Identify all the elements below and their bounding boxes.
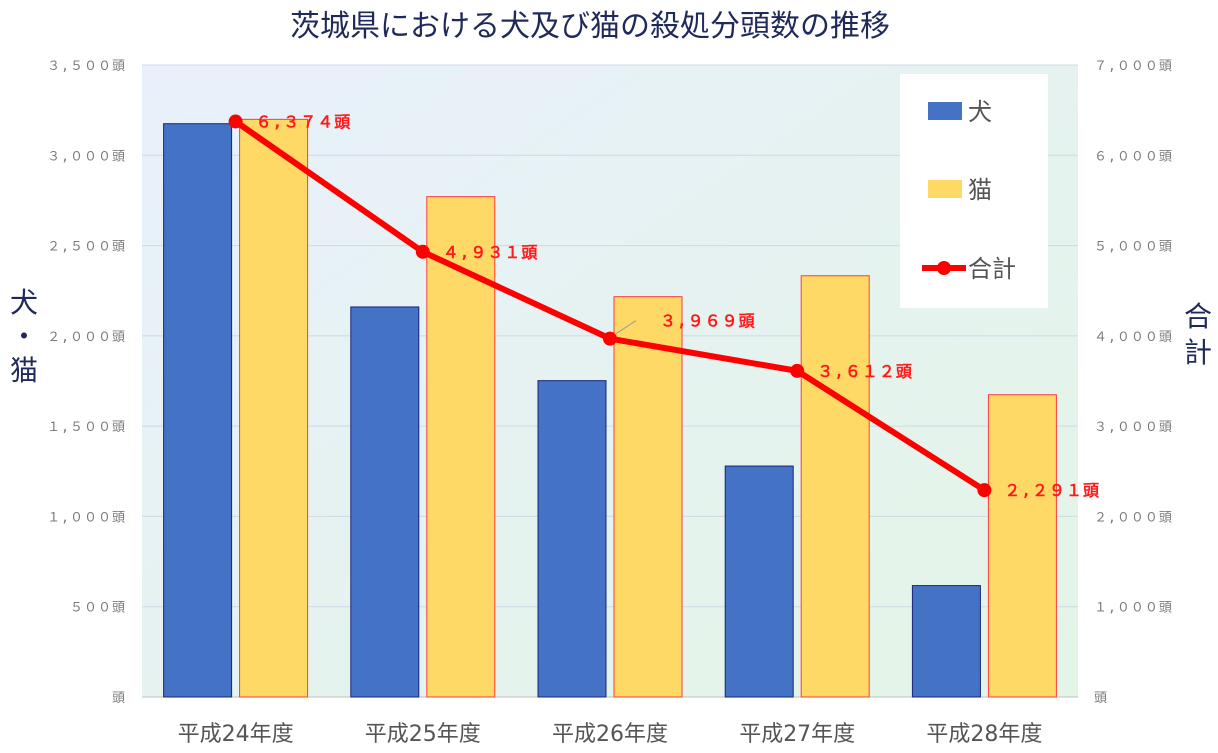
bars — [163, 118, 1057, 698]
total-data-label: ２,２９１頭 — [1004, 481, 1100, 500]
right-tick-label: ６,０００頭 — [1094, 149, 1173, 164]
total-point — [977, 483, 992, 498]
bar-dog — [537, 380, 607, 698]
right-tick-label: ３,０００頭 — [1094, 420, 1173, 435]
total-point — [603, 331, 617, 346]
total-data-label: ４,９３１頭 — [443, 243, 539, 262]
x-tick-label: 平成24年度 — [178, 722, 294, 747]
left-tick-label: ２,０００頭 — [47, 330, 126, 345]
right-tick-label: １,０００頭 — [1094, 601, 1173, 616]
legend-label: 猫 — [968, 176, 992, 204]
right-tick-label: ７,０００頭 — [1094, 59, 1173, 74]
total-data-label: ３,６１２頭 — [817, 362, 913, 381]
bar-dog — [163, 123, 233, 698]
chart-title: 茨城県における犬及び猫の殺処分頭数の推移 — [290, 9, 890, 44]
right-tick-label: ５,０００頭 — [1094, 240, 1173, 255]
left-tick-label: １,０００頭 — [47, 510, 126, 525]
right-tick-label: ４,０００頭 — [1094, 330, 1173, 345]
left-tick-label: ５００頭 — [70, 601, 126, 616]
bar-dog — [724, 465, 794, 698]
left-tick-label: ３,５００頭 — [47, 59, 126, 74]
total-line — [228, 114, 992, 498]
total-point — [228, 114, 243, 129]
bar-cat — [987, 394, 1057, 698]
left-tick-label: ２,５００頭 — [47, 240, 126, 255]
bar-cat — [613, 296, 683, 698]
legend-label: 犬 — [968, 98, 992, 126]
right-axis-title: 合計 — [1184, 300, 1212, 369]
total-point — [415, 244, 430, 259]
total-data-label: ３,９６９頭 — [660, 312, 756, 331]
legend-label: 合計 — [968, 255, 1016, 283]
left-axis-title-char: ・ — [10, 320, 38, 353]
total-point — [790, 363, 805, 378]
bar-cat — [800, 275, 870, 698]
left-axis-title-char: 犬 — [10, 286, 38, 319]
left-tick-label: ３,０００頭 — [47, 149, 126, 164]
right-tick-label: ２,０００頭 — [1094, 510, 1173, 525]
right-axis-title-char: 合 — [1184, 300, 1212, 333]
left-tick-label: １,５００頭 — [47, 420, 126, 435]
x-tick-label: 平成25年度 — [365, 722, 481, 747]
left-axis-title-char: 猫 — [10, 354, 38, 387]
x-tick-label: 平成26年度 — [552, 722, 668, 747]
legend-swatch-dog — [928, 102, 962, 120]
right-tick-label: 頭 — [1094, 691, 1108, 706]
bar-cat — [239, 118, 309, 698]
legend-swatch-total-point — [937, 261, 951, 275]
total-data-label: ６,３７４頭 — [256, 113, 352, 132]
right-axis-title-char: 計 — [1184, 336, 1212, 369]
axis-ticks: 頭 ５００頭 １,０００頭 １,５００頭 ２,０００頭 ２,５００頭 ３,０００頭 ３,５００… — [47, 59, 1173, 747]
left-tick-label: 頭 — [112, 691, 126, 706]
left-axis-title: 犬・猫 — [10, 286, 38, 387]
data-labels: ６,３７４頭 ４,９３１頭 ３,９６９頭 ３,６１２頭 ２,２９１頭 — [256, 113, 1100, 501]
x-tick-label: 平成28年度 — [926, 722, 1042, 747]
leader-line — [615, 320, 637, 335]
bar-dog — [350, 306, 420, 698]
x-tick-label: 平成27年度 — [739, 722, 855, 747]
bar-dog — [911, 585, 981, 698]
legend-swatch-cat — [928, 180, 962, 198]
